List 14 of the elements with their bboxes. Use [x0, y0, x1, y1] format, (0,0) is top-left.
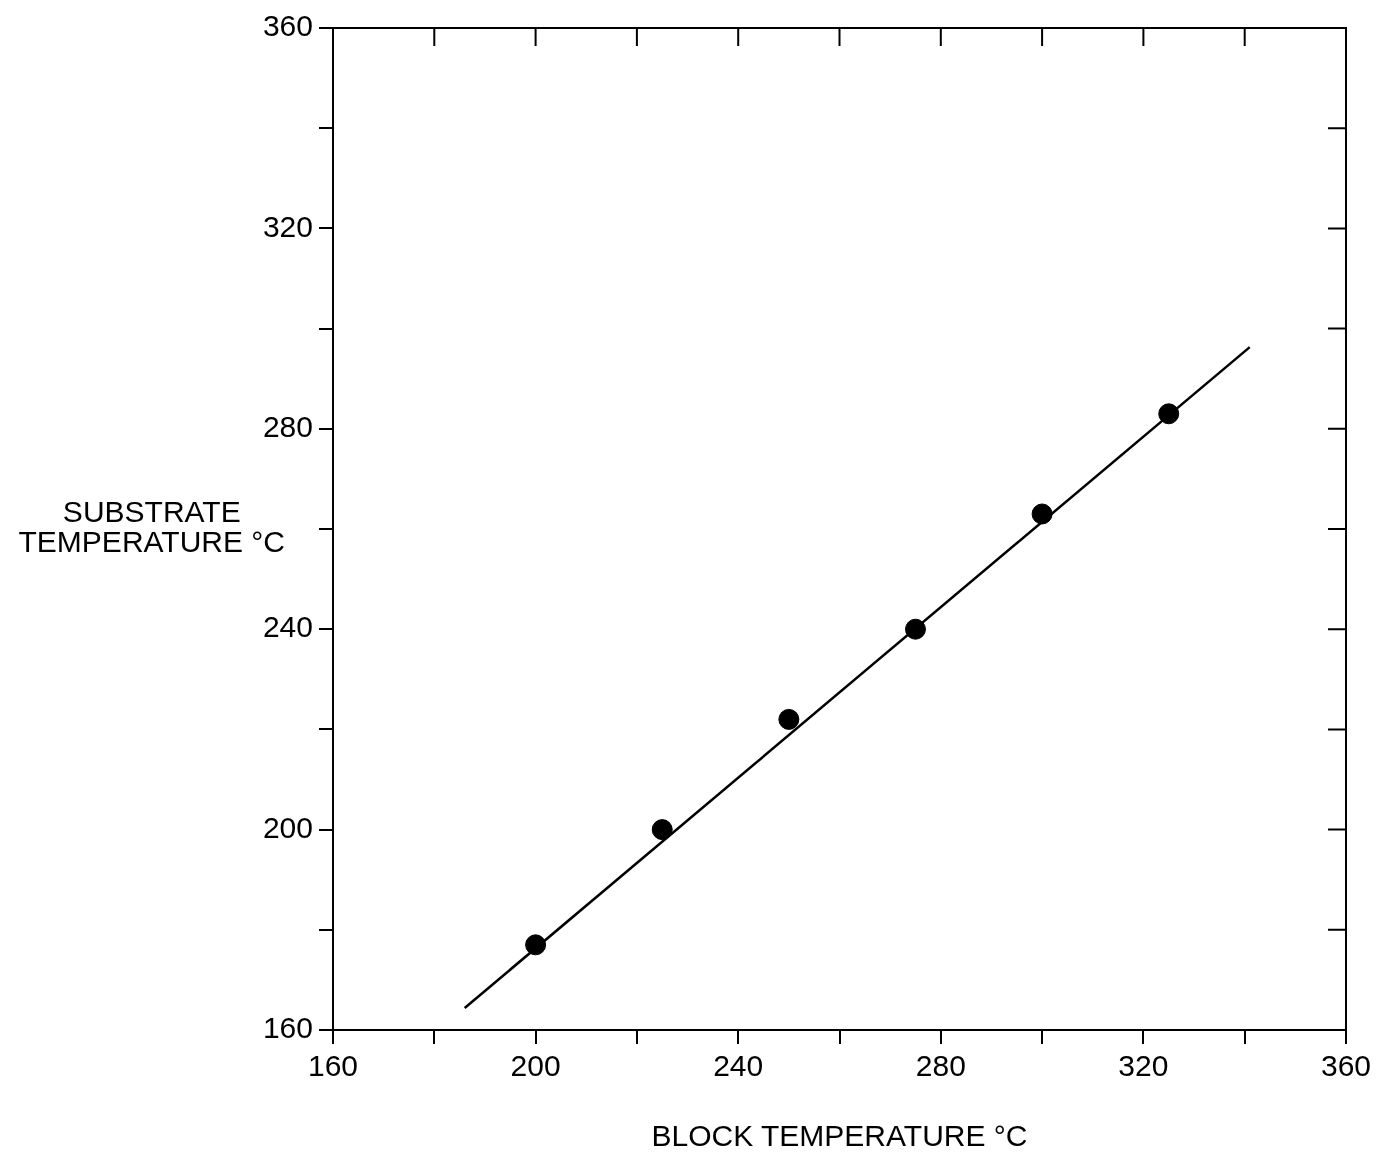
- x-tick-label: 320: [1118, 1049, 1169, 1083]
- y-tick-label: 280: [262, 410, 313, 444]
- y-tick-label: 360: [262, 9, 313, 43]
- x-tick-label: 200: [510, 1049, 561, 1083]
- y-tick-label: 240: [262, 610, 313, 644]
- x-axis-title: BLOCK TEMPERATURE °C: [651, 1119, 1028, 1153]
- y-axis-title: SUBSTRATE TEMPERATURE °C: [18, 495, 286, 559]
- x-tick-label: 160: [307, 1049, 359, 1083]
- x-tick-label: 280: [915, 1049, 966, 1083]
- y-tick-label: 160: [262, 1011, 313, 1045]
- y-tick-label: 200: [262, 810, 313, 844]
- x-tick-label: 240: [713, 1049, 764, 1083]
- y-tick-label: 320: [262, 209, 313, 243]
- x-tick-label: 360: [1320, 1049, 1372, 1083]
